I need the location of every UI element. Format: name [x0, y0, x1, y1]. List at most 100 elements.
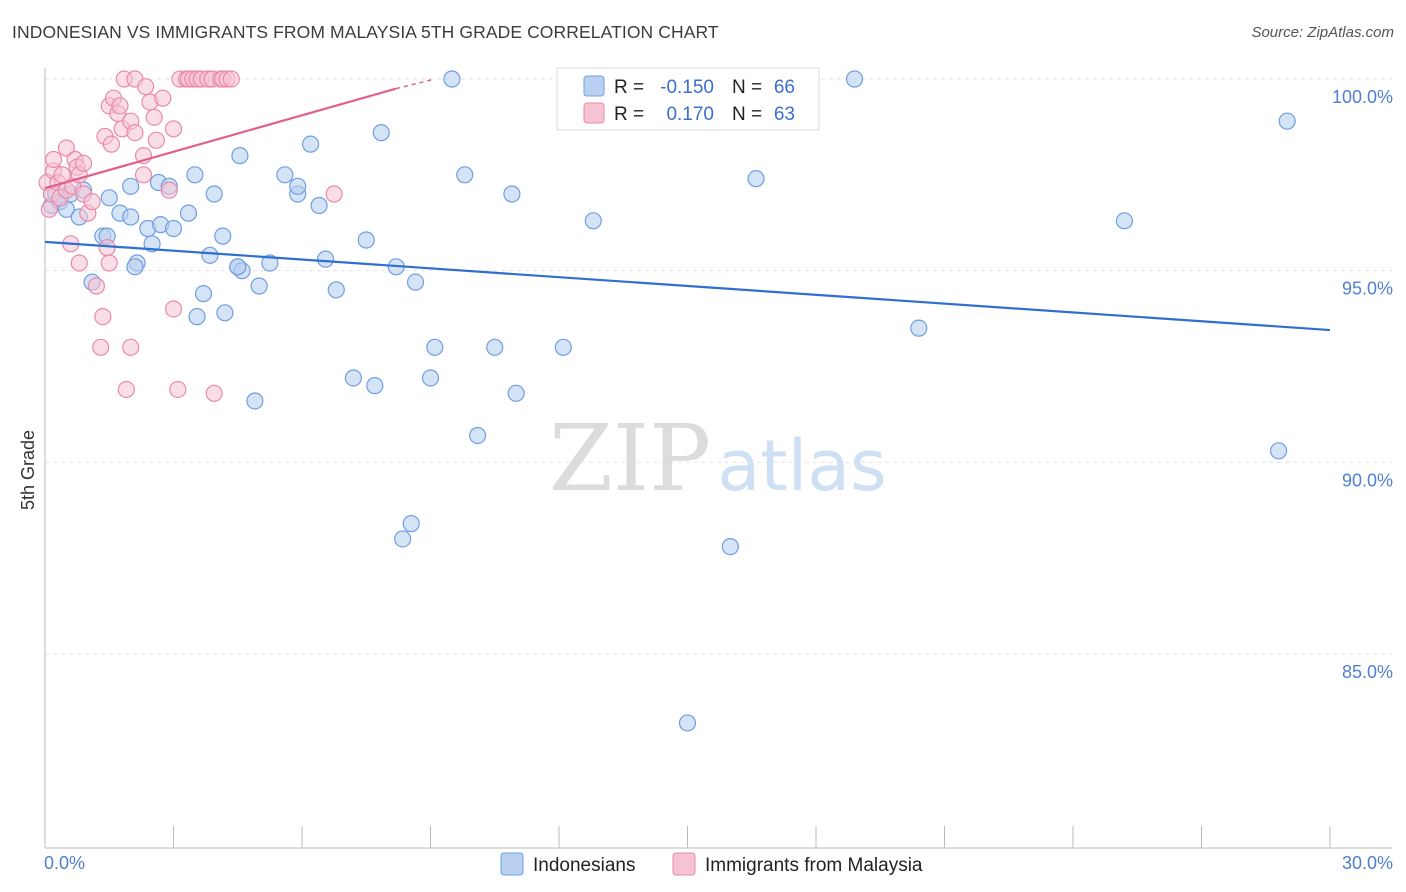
point-malaysia [160, 181, 178, 199]
point-indonesians [126, 258, 144, 276]
x-tick-label: 30.0% [1342, 853, 1393, 873]
point-malaysia [92, 338, 110, 356]
gridlines [45, 78, 1392, 655]
point-malaysia [205, 384, 223, 402]
point-indonesians [1269, 442, 1288, 460]
point-indonesians [747, 170, 765, 188]
point-indonesians [456, 166, 474, 184]
point-malaysia [74, 154, 93, 172]
series-indonesians [42, 70, 1296, 732]
point-malaysia [154, 89, 172, 107]
point-malaysia [98, 239, 116, 257]
point-indonesians [250, 277, 268, 295]
y-tick-label: 85.0% [1342, 662, 1393, 682]
point-indonesians [229, 258, 247, 276]
point-indonesians [216, 304, 234, 322]
legend-n-label-2: N = [732, 104, 762, 125]
point-malaysia [70, 254, 88, 272]
trend-line-indonesians [44, 240, 1331, 332]
point-malaysia [325, 185, 343, 203]
point-indonesians [143, 235, 161, 253]
point-indonesians [426, 338, 444, 356]
y-tick-label: 95.0% [1342, 279, 1393, 299]
point-indonesians [164, 219, 183, 238]
point-indonesians [186, 166, 204, 184]
point-indonesians [188, 308, 206, 326]
trend-line-malaysia-extension [396, 78, 435, 90]
point-indonesians [276, 166, 294, 184]
point-malaysia [117, 380, 135, 399]
point-malaysia [94, 308, 112, 326]
point-malaysia [44, 150, 63, 169]
point-indonesians [1115, 212, 1134, 230]
point-indonesians [344, 369, 362, 387]
source-label: Source: ZipAtlas.com [1251, 24, 1394, 41]
point-malaysia [137, 78, 155, 96]
chart-title: INDONESIAN VS IMMIGRANTS FROM MALAYSIA 5… [12, 22, 719, 42]
point-indonesians [179, 204, 198, 222]
point-indonesians [357, 231, 375, 249]
point-indonesians [372, 124, 390, 142]
x-tick-labels: 0.0% 30.0% [44, 853, 1393, 873]
legend-r-value-1: -0.150 [660, 77, 714, 98]
legend-n-value-2: 63 [774, 104, 795, 125]
point-indonesians [261, 254, 279, 272]
y-axis-label: 5th Grade [18, 430, 38, 510]
point-indonesians [394, 530, 412, 548]
point-malaysia [134, 166, 153, 184]
point-indonesians [503, 185, 521, 203]
y-tick-label: 90.0% [1342, 470, 1393, 490]
series-malaysia [38, 70, 343, 402]
point-malaysia [87, 277, 106, 295]
point-indonesians [301, 135, 320, 153]
point-malaysia [102, 135, 120, 153]
bottom-legend-indonesians: Indonesians [533, 855, 635, 876]
point-indonesians [486, 338, 504, 356]
point-malaysia [164, 120, 183, 138]
legend-r-label-2: R = [614, 104, 644, 125]
point-indonesians [122, 208, 140, 226]
point-indonesians [231, 147, 249, 165]
point-indonesians [910, 319, 928, 337]
point-malaysia [111, 97, 129, 115]
watermark: ZIP atlas [549, 405, 887, 512]
point-malaysia [169, 380, 187, 399]
x-tick-label: 0.0% [44, 853, 85, 873]
point-indonesians [316, 250, 335, 268]
bottom-legend-swatch-blue [500, 852, 524, 876]
point-indonesians [205, 185, 223, 203]
point-indonesians [845, 70, 864, 88]
legend-swatch-pink [583, 102, 605, 124]
y-tick-label: 100.0% [1332, 87, 1393, 107]
point-indonesians [469, 426, 487, 445]
point-malaysia [164, 300, 183, 318]
point-indonesians [289, 177, 307, 195]
legend-r-value-2: 0.170 [666, 104, 714, 125]
point-malaysia [100, 254, 118, 272]
point-indonesians [1278, 112, 1296, 130]
point-indonesians [310, 196, 328, 215]
axes [44, 68, 1392, 849]
point-indonesians [100, 189, 118, 207]
point-indonesians [366, 377, 384, 395]
point-malaysia [83, 193, 101, 211]
trend-line-malaysia [44, 87, 397, 190]
point-malaysia [222, 70, 240, 88]
point-indonesians [194, 285, 213, 303]
trend-lines [44, 78, 1331, 332]
series-legend: Indonesians Immigrants from Malaysia [500, 852, 923, 876]
point-indonesians [678, 714, 697, 732]
point-indonesians [507, 384, 525, 402]
point-indonesians [421, 369, 440, 387]
point-indonesians [201, 246, 219, 264]
point-indonesians [402, 515, 420, 533]
point-malaysia [57, 139, 76, 157]
bottom-legend-malaysia: Immigrants from Malaysia [705, 855, 923, 876]
legend-r-label-1: R = [614, 77, 644, 98]
point-malaysia [126, 124, 144, 142]
point-indonesians [443, 70, 461, 88]
legend-swatch-blue [583, 75, 605, 97]
legend-n-label-1: N = [732, 77, 762, 98]
point-indonesians [554, 338, 572, 356]
